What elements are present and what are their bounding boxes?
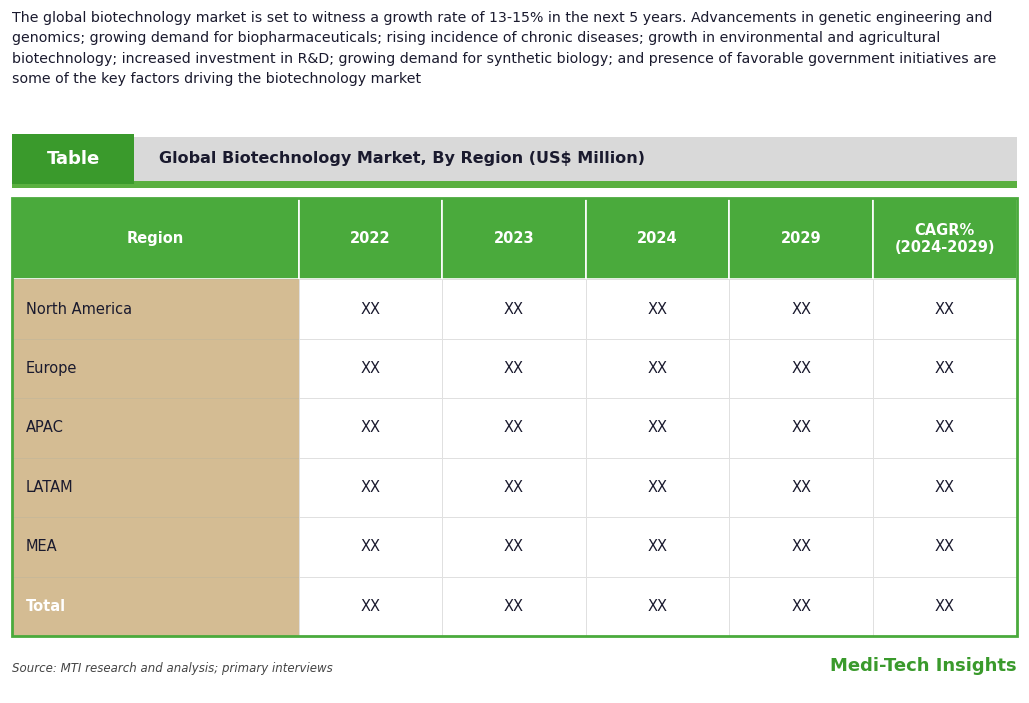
Text: XX: XX: [791, 599, 811, 614]
Text: XX: XX: [360, 480, 381, 495]
Text: 2022: 2022: [350, 231, 391, 246]
Text: Table: Table: [46, 150, 100, 168]
Text: MEA: MEA: [26, 539, 58, 555]
Text: XX: XX: [504, 539, 524, 555]
Text: Source: MTI research and analysis; primary interviews: Source: MTI research and analysis; prima…: [12, 662, 333, 675]
Text: XX: XX: [647, 302, 668, 316]
Text: 2029: 2029: [781, 231, 821, 246]
Text: APAC: APAC: [26, 420, 64, 435]
Text: 2023: 2023: [494, 231, 534, 246]
Text: XX: XX: [504, 420, 524, 435]
Text: XX: XX: [791, 302, 811, 316]
Text: XX: XX: [934, 361, 955, 376]
Text: XX: XX: [504, 361, 524, 376]
Text: XX: XX: [791, 420, 811, 435]
Text: XX: XX: [647, 361, 668, 376]
Text: XX: XX: [647, 480, 668, 495]
Text: XX: XX: [647, 539, 668, 555]
Text: XX: XX: [934, 599, 955, 614]
Text: XX: XX: [647, 599, 668, 614]
Text: Sample Pages: Sample Pages: [110, 217, 939, 634]
Text: 2024: 2024: [637, 231, 678, 246]
Text: XX: XX: [647, 420, 668, 435]
Text: LATAM: LATAM: [26, 480, 73, 495]
Text: Region: Region: [127, 231, 184, 246]
Text: CAGR%
(2024-2029): CAGR% (2024-2029): [894, 223, 995, 255]
Text: XX: XX: [934, 420, 955, 435]
Text: XX: XX: [360, 302, 381, 316]
Text: XX: XX: [504, 599, 524, 614]
Text: XX: XX: [934, 480, 955, 495]
Text: XX: XX: [791, 539, 811, 555]
Text: The global biotechnology market is set to witness a growth rate of 13-15% in the: The global biotechnology market is set t…: [12, 11, 997, 86]
Text: XX: XX: [360, 539, 381, 555]
Text: XX: XX: [504, 302, 524, 316]
Text: XX: XX: [504, 480, 524, 495]
Text: Global Biotechnology Market, By Region (US$ Million): Global Biotechnology Market, By Region (…: [159, 151, 645, 167]
Text: XX: XX: [360, 420, 381, 435]
Text: XX: XX: [791, 480, 811, 495]
Text: XX: XX: [934, 302, 955, 316]
Text: Total: Total: [26, 599, 66, 614]
Text: XX: XX: [934, 539, 955, 555]
Text: XX: XX: [360, 361, 381, 376]
Text: North America: North America: [26, 302, 132, 316]
Text: Europe: Europe: [26, 361, 77, 376]
Text: XX: XX: [791, 361, 811, 376]
Text: Medi-Tech Insights: Medi-Tech Insights: [830, 657, 1017, 675]
Text: XX: XX: [360, 599, 381, 614]
